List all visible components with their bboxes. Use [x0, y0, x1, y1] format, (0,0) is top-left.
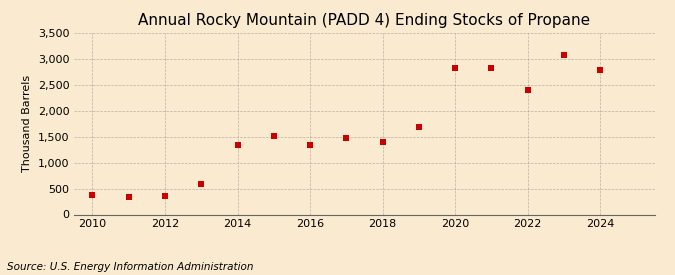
Point [377, 140, 388, 145]
Point [304, 143, 315, 147]
Point [341, 136, 352, 140]
Point [595, 68, 605, 73]
Point [124, 194, 134, 199]
Point [559, 53, 570, 57]
Point [159, 194, 170, 198]
Point [232, 143, 243, 147]
Title: Annual Rocky Mountain (PADD 4) Ending Stocks of Propane: Annual Rocky Mountain (PADD 4) Ending St… [138, 13, 591, 28]
Point [414, 125, 425, 130]
Y-axis label: Thousand Barrels: Thousand Barrels [22, 75, 32, 172]
Point [196, 182, 207, 186]
Point [450, 66, 460, 70]
Point [87, 193, 98, 197]
Point [269, 133, 279, 138]
Point [486, 66, 497, 70]
Point [522, 88, 533, 92]
Text: Source: U.S. Energy Information Administration: Source: U.S. Energy Information Administ… [7, 262, 253, 272]
